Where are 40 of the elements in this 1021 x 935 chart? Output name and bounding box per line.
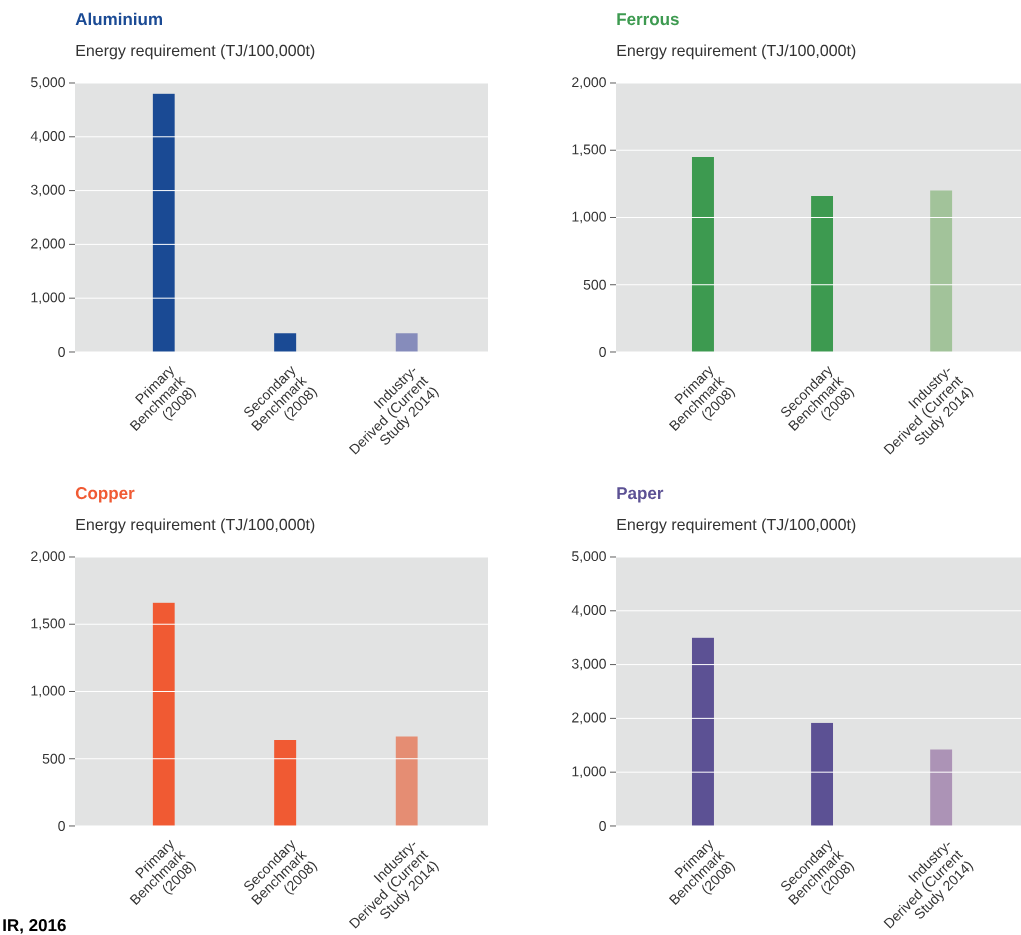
y-tick-label: 0: [58, 821, 65, 831]
y-tick-label: 3,000: [30, 184, 65, 197]
y-tick-label: 2,000: [572, 712, 606, 725]
bar: [930, 190, 953, 352]
y-axis-title: Energy requirement (TJ/100,000t): [617, 44, 856, 60]
y-tick-label: 2,000: [31, 238, 65, 251]
y-tick-label: 4,000: [30, 131, 65, 143]
y-tick-label: 1,000: [31, 292, 65, 304]
bar: [152, 602, 175, 826]
y-tick-label: 0: [58, 347, 65, 357]
y-axis-title: Energy requirement (TJ/100,000t): [76, 518, 315, 534]
y-tick-label: 4,000: [571, 604, 606, 617]
chart-title: Paper: [617, 487, 664, 503]
bar: [395, 736, 418, 826]
y-tick-label: 1,000: [572, 766, 606, 778]
y-tick-label: 1,000: [572, 211, 606, 224]
y-tick-label: 1,500: [572, 144, 606, 157]
y-axis-title: Energy requirement (TJ/100,000t): [617, 518, 856, 534]
text: IR, 2016: [3, 919, 66, 934]
y-tick-label: 2,000: [31, 551, 65, 563]
y-tick-label: 5,000: [31, 77, 65, 89]
chart-title: Aluminium: [75, 12, 162, 26]
y-tick-label: 5,000: [572, 551, 606, 563]
bar: [930, 749, 953, 826]
y-tick-label: 500: [42, 753, 65, 764]
bar: [274, 739, 297, 826]
y-tick-label: 2,000: [572, 77, 606, 89]
y-axis-title: Energy requirement (TJ/100,000t): [76, 44, 315, 60]
y-tick-label: 3,000: [571, 658, 606, 671]
chart-title: Copper: [75, 487, 135, 503]
bar: [691, 637, 714, 826]
y-tick-label: 0: [599, 821, 606, 831]
y-tick-label: 0: [599, 347, 606, 357]
chart-title: Ferrous: [617, 13, 679, 26]
bar: [811, 722, 834, 826]
y-tick-label: 1,000: [31, 685, 65, 698]
bar: [811, 195, 834, 352]
y-tick-label: 500: [583, 279, 606, 290]
bar: [691, 156, 714, 352]
y-tick-label: 1,500: [31, 618, 65, 631]
